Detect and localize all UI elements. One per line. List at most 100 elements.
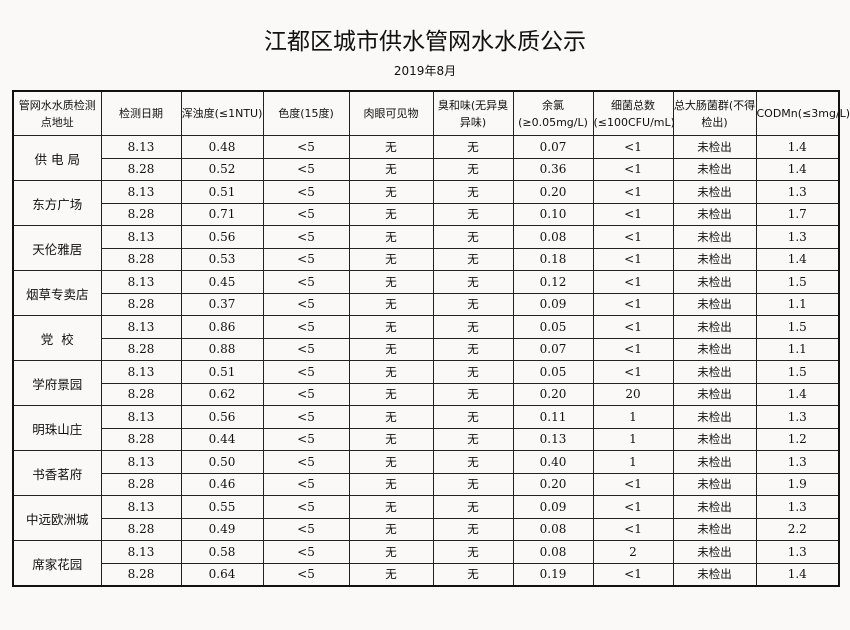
table-cell: <5 xyxy=(262,292,350,316)
table-body: 供 电 局 8.13 0.48 <5 无无 0.07 <1 未检出 1.4 8.28 0.52 <5 无… xyxy=(12,135,840,587)
table-cell: <5 xyxy=(262,382,350,406)
table-cell: <5 xyxy=(262,472,350,496)
table-cell: 无 xyxy=(432,517,514,541)
table-cell: 无 xyxy=(432,562,514,587)
table-cell: <5 xyxy=(262,202,350,226)
table-cell: 无 xyxy=(348,180,434,204)
table-cell: 8.28 xyxy=(100,337,182,361)
table-row: 东方广场 8.13 0.51 <5 无无 0.20 <1 未检出 1.3 xyxy=(12,180,840,226)
table-cell: 8.28 xyxy=(100,517,182,541)
table-cell: <1 xyxy=(592,202,674,226)
table-cell: 1.5 xyxy=(755,270,840,294)
table-cell: <5 xyxy=(262,270,350,294)
site-name: 供 电 局 xyxy=(12,135,102,181)
table-cell: 0.20 xyxy=(512,382,594,406)
table-cell: 0.49 xyxy=(180,517,264,541)
table-header-row: 管网水水质检测点地址 检测日期 浑浊度(≤1NTU) 色度(15度) 肉眼可见物 臭和味(… xyxy=(12,90,850,136)
table-cell: 0.36 xyxy=(512,157,594,181)
table-cell: 1.3 xyxy=(755,450,840,474)
table-cell: 无 xyxy=(348,337,434,361)
table-cell: 0.51 xyxy=(180,180,264,204)
table-cell: 无 xyxy=(348,315,434,339)
table-cell: 1.3 xyxy=(755,540,840,564)
table-cell: 2.2 xyxy=(755,517,840,541)
table-cell: 1.9 xyxy=(755,472,840,496)
table-cell: 8.28 xyxy=(100,157,182,181)
table-cell: 1.4 xyxy=(755,135,840,159)
table-cell: 无 xyxy=(348,382,434,406)
table-cell: 2 xyxy=(592,540,674,564)
table-cell: 1 xyxy=(592,450,674,474)
table-cell: 8.13 xyxy=(100,495,182,519)
table-cell: 1.4 xyxy=(755,562,840,587)
table-cell: 无 xyxy=(432,427,514,451)
table-cell: 0.18 xyxy=(512,247,594,271)
table-cell: 1.2 xyxy=(755,427,840,451)
table-cell: 未检出 xyxy=(672,225,757,249)
report-date: 2019年8月 xyxy=(393,64,457,78)
table-cell: 8.13 xyxy=(100,315,182,339)
table-cell: <1 xyxy=(592,180,674,204)
table-cell: 8.28 xyxy=(100,292,182,316)
table-cell: 无 xyxy=(348,247,434,271)
column-header: 色度(15度) xyxy=(262,90,350,136)
table-cell: <5 xyxy=(262,337,350,361)
table-cell: <5 xyxy=(262,540,350,564)
table-cell: 无 xyxy=(432,247,514,271)
table-cell: 8.13 xyxy=(100,540,182,564)
water-quality-table: 管网水水质检测点地址 检测日期 浑浊度(≤1NTU) 色度(15度) 肉眼可见物 臭和味(… xyxy=(12,90,850,587)
table-cell: 未检出 xyxy=(672,382,757,406)
table-cell: <5 xyxy=(262,247,350,271)
table-cell: 0.58 xyxy=(180,540,264,564)
table-cell: 8.28 xyxy=(100,202,182,226)
table-cell: 0.62 xyxy=(180,382,264,406)
table-cell: 无 xyxy=(432,540,514,564)
table-cell: 8.28 xyxy=(100,472,182,496)
table-cell: 无 xyxy=(432,495,514,519)
table-cell: 8.13 xyxy=(100,180,182,204)
table-cell: 0.37 xyxy=(180,292,264,316)
table-cell: 未检出 xyxy=(672,292,757,316)
table-row: 中远欧洲城 8.13 0.55 <5 无无 0.09 <1 未检出 1.3 xyxy=(12,495,840,541)
table-cell: 无 xyxy=(348,495,434,519)
table-cell: 0.11 xyxy=(512,405,594,429)
table-cell: 0.12 xyxy=(512,270,594,294)
table-cell: 无 xyxy=(348,517,434,541)
site-name: 书香茗府 xyxy=(12,450,102,496)
table-row: 席家花园 8.13 0.58 <5 无无 0.08 2 未检出 1.3 xyxy=(12,540,840,587)
site-name: 学府景园 xyxy=(12,360,102,406)
column-header: 总大肠菌群(不得检出) xyxy=(672,90,757,136)
table-cell: 20 xyxy=(592,382,674,406)
table-cell: 8.28 xyxy=(100,427,182,451)
table-cell: <1 xyxy=(592,337,674,361)
column-header: CODMn(≤3mg/L) xyxy=(755,90,850,136)
table-cell: 0.71 xyxy=(180,202,264,226)
table-cell: 0.13 xyxy=(512,427,594,451)
table-cell: <1 xyxy=(592,292,674,316)
table-cell: 0.08 xyxy=(512,540,594,564)
site-name: 党 校 xyxy=(12,315,102,361)
table-cell: 0.05 xyxy=(512,315,594,339)
table-cell: 无 xyxy=(348,427,434,451)
table-row: 书香茗府 8.13 0.50 <5 无无 0.40 1 未检出 1.3 xyxy=(12,450,840,496)
table-cell: 1.1 xyxy=(755,292,840,316)
table-cell: 1.4 xyxy=(755,382,840,406)
table-cell: 0.07 xyxy=(512,337,594,361)
table-cell: 无 xyxy=(432,315,514,339)
table-cell: 0.08 xyxy=(512,517,594,541)
table-cell: 未检出 xyxy=(672,517,757,541)
table-cell: 无 xyxy=(348,472,434,496)
table-cell: 8.13 xyxy=(100,360,182,384)
table-cell: 0.50 xyxy=(180,450,264,474)
page-title: 江都区城市供水管网水水质公示 xyxy=(264,29,586,55)
table-cell: 0.05 xyxy=(512,360,594,384)
column-header: 肉眼可见物 xyxy=(348,90,434,136)
table-cell: 0.53 xyxy=(180,247,264,271)
table-cell: 无 xyxy=(348,405,434,429)
table-cell: 0.51 xyxy=(180,360,264,384)
column-header: 检测日期 xyxy=(100,90,182,136)
table-cell: <1 xyxy=(592,270,674,294)
table-cell: <5 xyxy=(262,450,350,474)
table-cell: 无 xyxy=(432,382,514,406)
table-cell: 无 xyxy=(348,135,434,159)
